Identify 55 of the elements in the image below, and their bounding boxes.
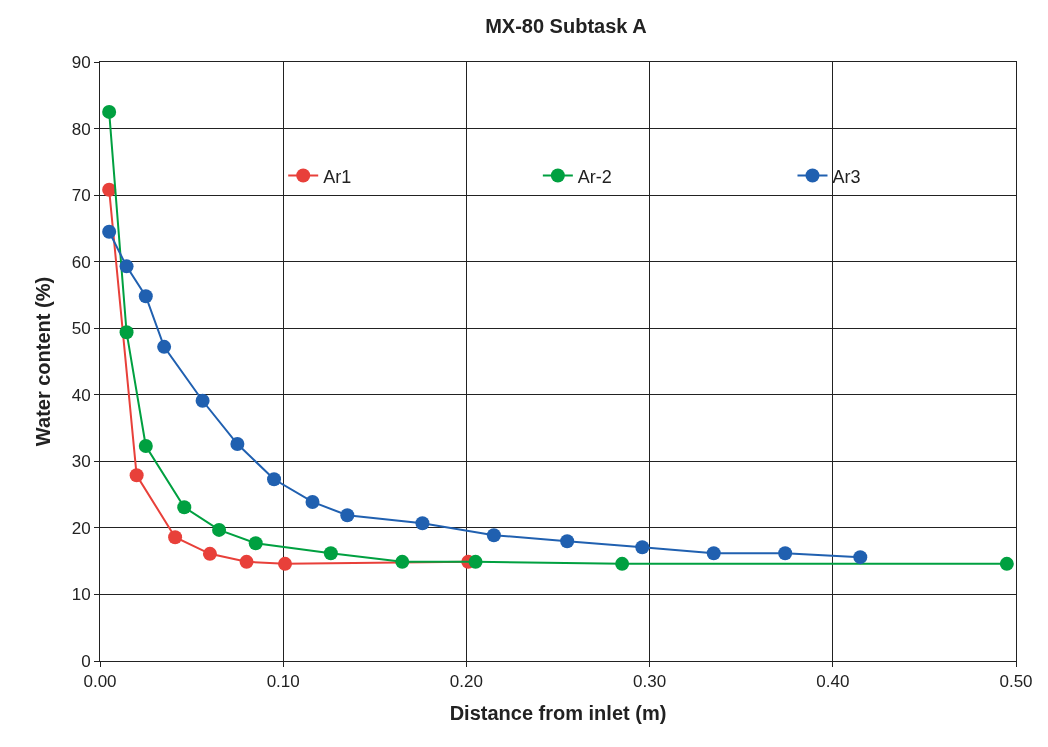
point (615, 556, 630, 571)
x-tick-label: 0.20 (449, 672, 483, 692)
y-tick-label: 90 (71, 52, 91, 72)
point (138, 289, 153, 304)
chart-title: MX-80 Subtask A (485, 14, 647, 37)
y-tick-label: 70 (71, 186, 91, 206)
point (853, 550, 868, 565)
point (119, 325, 134, 340)
x-tick-label: 0.40 (816, 672, 850, 692)
point (157, 339, 172, 354)
y-tick-label: 80 (71, 119, 91, 139)
point (635, 540, 650, 555)
point (168, 530, 183, 545)
point (195, 393, 210, 408)
x-tick-label: 0.50 (999, 672, 1033, 692)
y-tick-label: 30 (71, 452, 91, 472)
point (102, 104, 117, 119)
point (239, 554, 254, 569)
y-tick-label: 60 (71, 252, 91, 272)
legend-label: Ar3 (832, 166, 861, 187)
x-axis-title: Distance from inlet (m) (449, 701, 667, 724)
x-tick-label: 0.10 (266, 672, 300, 692)
point (340, 508, 355, 523)
point (278, 556, 293, 571)
point (415, 516, 430, 531)
point (486, 528, 501, 543)
point (706, 546, 721, 561)
y-tick-label: 50 (71, 319, 91, 339)
y-tick-label: 10 (71, 585, 91, 605)
point (323, 546, 338, 561)
point (267, 472, 282, 487)
legend-label: Ar-2 (577, 166, 612, 187)
point (468, 554, 483, 569)
point (778, 546, 793, 561)
x-tick-label: 0.30 (633, 672, 667, 692)
point (999, 556, 1014, 571)
point (129, 468, 144, 483)
x-tick-label: 0.00 (83, 672, 117, 692)
point (177, 500, 192, 515)
point (248, 536, 263, 551)
y-tick-label: 20 (71, 518, 91, 538)
point (305, 494, 320, 509)
point (230, 437, 245, 452)
point (138, 439, 153, 454)
legend-label: Ar1 (323, 166, 352, 187)
point (212, 522, 227, 537)
point (560, 534, 575, 549)
y-tick-label: 0 (81, 651, 91, 671)
point (395, 554, 410, 569)
y-tick-label: 40 (71, 385, 91, 405)
point (102, 182, 117, 197)
y-axis-title: Water content (%) (32, 276, 55, 447)
point (202, 546, 217, 561)
point (119, 259, 134, 274)
point (102, 224, 117, 239)
